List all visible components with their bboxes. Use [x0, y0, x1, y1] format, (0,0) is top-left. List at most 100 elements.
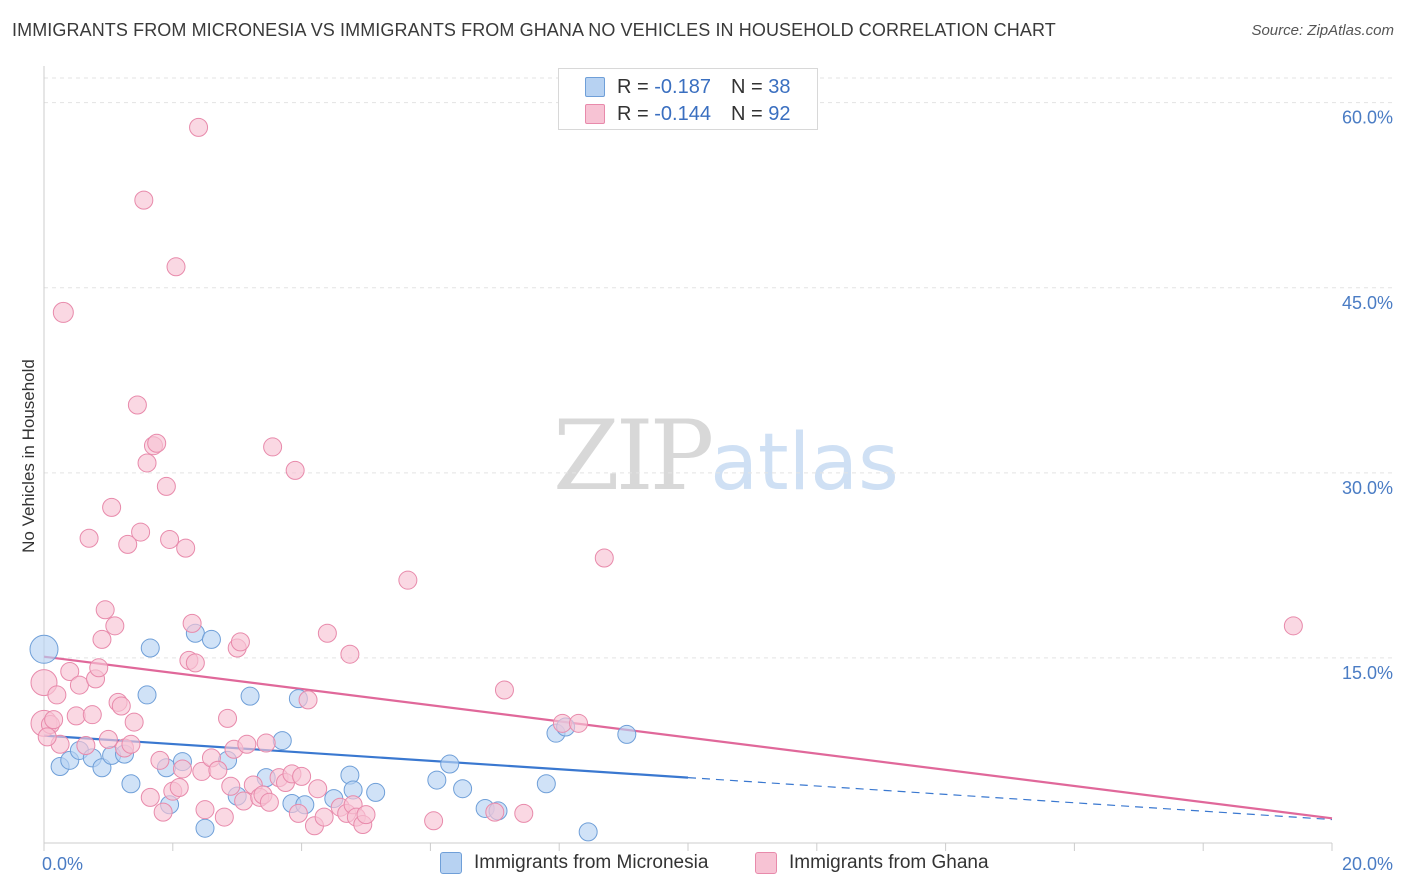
point-micronesia [29, 634, 59, 664]
chart-title: IMMIGRANTS FROM MICRONESIA VS IMMIGRANTS… [12, 20, 1056, 40]
point-ghana [221, 776, 241, 796]
point-micronesia [140, 638, 160, 658]
point-ghana [102, 497, 122, 517]
point-ghana [69, 675, 89, 695]
grid-lines [44, 77, 1392, 659]
legend-swatch-micronesia [440, 852, 462, 874]
legend-r-value: -0.144 [654, 102, 711, 125]
point-ghana [118, 534, 138, 554]
point-ghana [105, 616, 125, 636]
legend-row-micronesia: R = -0.187 N = 38 [585, 75, 790, 99]
point-ghana [60, 661, 80, 681]
point-ghana [140, 787, 160, 807]
point-ghana [92, 629, 112, 649]
y-tick-label: 30.0% [1342, 478, 1393, 498]
point-micronesia [366, 782, 386, 802]
point-ghana [82, 705, 102, 725]
legend-r-value: -0.187 [654, 75, 711, 98]
point-ghana [234, 791, 254, 811]
axes [43, 66, 1333, 851]
point-ghana [52, 301, 74, 323]
legend-label-micronesia: Immigrants from Micronesia [474, 852, 709, 873]
x-tick-label: 20.0% [1342, 854, 1393, 874]
point-ghana [76, 736, 96, 756]
data-points [29, 117, 1303, 842]
source-label: Source: ZipAtlas.com [1251, 22, 1394, 39]
point-micronesia [453, 779, 473, 799]
point-ghana [195, 800, 215, 820]
trend-line-ghana [43, 655, 1333, 820]
point-micronesia [137, 685, 157, 705]
x-tick-label: 0.0% [42, 854, 83, 874]
point-ghana [134, 190, 154, 210]
point-ghana [340, 644, 360, 664]
point-ghana [47, 685, 67, 705]
point-ghana [44, 710, 64, 730]
point-ghana [214, 807, 234, 827]
legend-item-micronesia: Immigrants from Micronesia [440, 852, 708, 874]
point-ghana [569, 713, 589, 733]
point-ghana [121, 734, 141, 754]
point-ghana [185, 653, 205, 673]
point-micronesia [440, 754, 460, 774]
legend-r-label: R = [617, 75, 655, 98]
point-ghana [37, 727, 57, 747]
point-ghana [131, 522, 151, 542]
point-ghana [98, 729, 118, 749]
point-ghana [356, 805, 376, 825]
point-ghana [124, 712, 144, 732]
point-ghana [218, 708, 238, 728]
point-ghana [285, 460, 305, 480]
legend-n-value: 92 [768, 102, 791, 125]
tick-labels: 15.0% 30.0% 45.0% 60.0% 0.0% 20.0% [42, 108, 1393, 874]
legend-row-ghana: R = -0.144 N = 92 [585, 102, 790, 126]
point-ghana [89, 658, 109, 678]
point-ghana [1283, 616, 1303, 636]
point-ghana [552, 713, 572, 733]
point-micronesia [195, 818, 215, 838]
y-tick-label: 45.0% [1342, 293, 1393, 313]
point-ghana [259, 792, 279, 812]
point-ghana [292, 766, 312, 786]
point-ghana [176, 538, 196, 558]
y-tick-label: 60.0% [1342, 108, 1393, 128]
point-ghana [182, 613, 202, 633]
point-ghana [153, 802, 173, 822]
y-tick-label: 15.0% [1342, 663, 1393, 683]
point-ghana [111, 696, 131, 716]
point-ghana [156, 476, 176, 496]
point-ghana [189, 117, 209, 137]
watermark-atlas: atlas [710, 418, 899, 508]
stats-legend: R = -0.187 N = 38 R = -0.144 N = 92 [558, 68, 818, 130]
point-ghana [288, 803, 308, 823]
legend-r-label: R = [617, 102, 655, 125]
series-legend: Immigrants from Micronesia Immigrants fr… [0, 852, 1406, 878]
point-ghana [166, 257, 186, 277]
point-micronesia [272, 731, 292, 751]
point-ghana [79, 528, 99, 548]
point-ghana [172, 759, 192, 779]
point-micronesia [427, 770, 447, 790]
point-micronesia [617, 724, 637, 744]
point-ghana [263, 437, 283, 457]
point-micronesia [578, 822, 598, 842]
point-ghana [169, 777, 189, 797]
point-ghana [314, 807, 334, 827]
point-ghana [230, 632, 250, 652]
point-ghana [424, 811, 444, 831]
point-ghana [398, 570, 418, 590]
trend-lines [43, 655, 1333, 821]
y-axis-title: No Vehicles in Household [19, 359, 38, 553]
point-ghana [494, 680, 514, 700]
point-ghana [237, 734, 257, 754]
point-ghana [95, 600, 115, 620]
point-ghana [317, 623, 337, 643]
point-ghana [160, 529, 180, 549]
point-ghana [514, 803, 534, 823]
legend-n-label: N = [730, 102, 769, 125]
trend-line-micronesia [43, 734, 689, 779]
point-ghana [208, 760, 228, 780]
point-ghana [485, 802, 505, 822]
watermark-zip: ZIP [553, 400, 714, 512]
